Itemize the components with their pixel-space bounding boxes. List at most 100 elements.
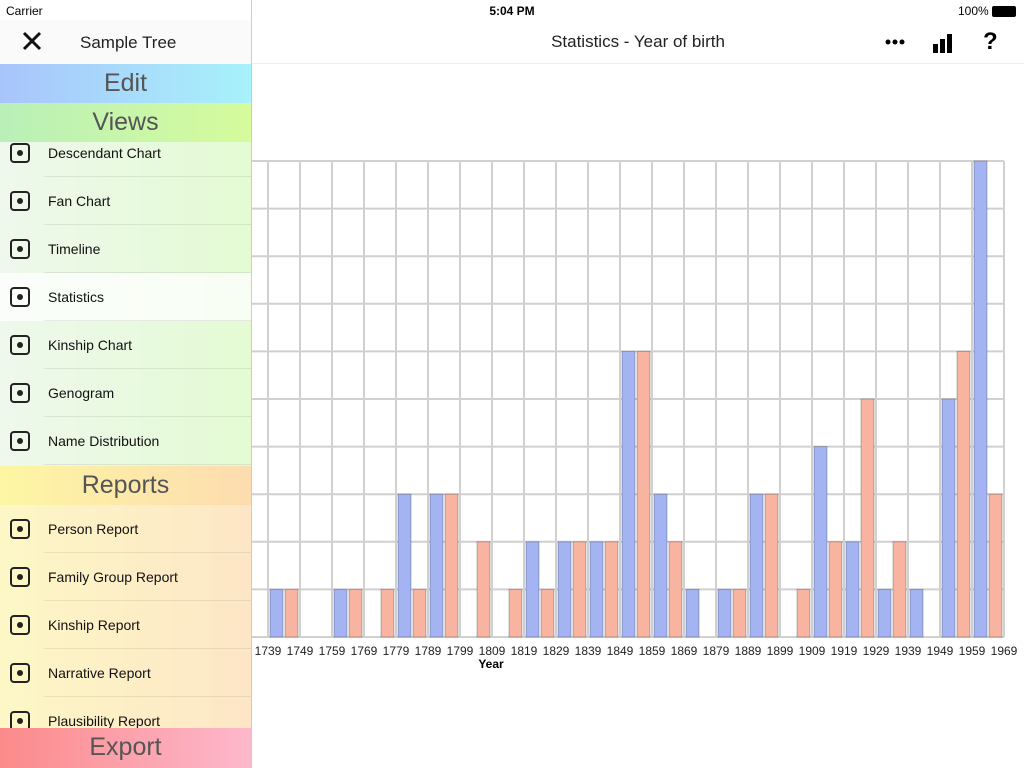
bar <box>860 398 875 638</box>
bar <box>540 588 555 638</box>
x-tick-label: 1799 <box>447 644 474 658</box>
menu-icon <box>10 239 30 259</box>
bar <box>429 493 444 638</box>
bar <box>284 588 299 638</box>
bar <box>621 350 636 638</box>
bar <box>604 541 619 638</box>
x-tick-label: 1889 <box>735 644 762 658</box>
more-button[interactable] <box>884 32 908 52</box>
bar <box>397 493 412 638</box>
menu-item[interactable]: Person Report <box>0 505 251 553</box>
bar <box>717 588 732 638</box>
x-tick-label: 1739 <box>255 644 282 658</box>
bar <box>909 588 924 638</box>
x-tick-label: 1959 <box>959 644 986 658</box>
x-tick-label: 1769 <box>351 644 378 658</box>
views-section[interactable]: Views <box>0 103 251 142</box>
menu-item[interactable]: Statistics <box>0 273 251 321</box>
x-tick-label: 1829 <box>543 644 570 658</box>
x-tick-label: 1789 <box>415 644 442 658</box>
separator <box>44 552 251 553</box>
x-tick-label: 1759 <box>319 644 346 658</box>
nav-title: Statistics - Year of birth <box>551 32 725 51</box>
x-tick-label: 1969 <box>991 644 1018 658</box>
menu-label: Kinship Report <box>48 617 140 633</box>
bar <box>828 541 843 638</box>
x-tick-label: 1839 <box>575 644 602 658</box>
separator <box>44 272 251 273</box>
x-tick-label: 1849 <box>607 644 634 658</box>
menu-item[interactable]: Descendant Chart <box>0 129 251 177</box>
menu-item[interactable]: Genogram <box>0 369 251 417</box>
bar <box>796 588 811 638</box>
menu-label: Genogram <box>48 385 115 401</box>
menu-label: Timeline <box>48 241 101 257</box>
x-axis-label: Year <box>478 657 504 671</box>
x-tick-label: 1819 <box>511 644 538 658</box>
bar <box>749 493 764 638</box>
menu-item[interactable]: Family Group Report <box>0 553 251 601</box>
bar <box>941 398 956 638</box>
edit-section[interactable]: Edit <box>0 64 251 103</box>
menu-label: Family Group Report <box>48 569 178 585</box>
chart-button[interactable] <box>932 32 956 54</box>
menu-icon <box>10 431 30 451</box>
x-tick-label: 1919 <box>831 644 858 658</box>
menu-item[interactable]: Kinship Chart <box>0 321 251 369</box>
x-tick-label: 1879 <box>703 644 730 658</box>
menu-label: Narrative Report <box>48 665 151 681</box>
menu-item[interactable]: Kinship Report <box>0 601 251 649</box>
menu-label: Statistics <box>48 289 105 305</box>
bar <box>668 541 683 638</box>
x-tick-label: 1929 <box>863 644 890 658</box>
x-tick-label: 1859 <box>639 644 666 658</box>
sidebar: Sample Tree Edit Views Reports Export De… <box>0 0 252 768</box>
x-tick-label: 1779 <box>383 644 410 658</box>
bar <box>764 493 779 638</box>
separator <box>44 600 251 601</box>
menu-item[interactable]: Timeline <box>0 225 251 273</box>
x-tick-label: 1949 <box>927 644 954 658</box>
bar <box>813 446 828 638</box>
reports-section[interactable]: Reports <box>0 466 251 505</box>
menu-item[interactable]: Narrative Report <box>0 649 251 697</box>
menu-icon <box>10 567 30 587</box>
clock: 5:04 PM <box>489 4 535 18</box>
export-section[interactable]: Export <box>0 728 251 768</box>
x-tick-label: 1809 <box>479 644 506 658</box>
x-tick-label: 1899 <box>767 644 794 658</box>
bar <box>988 493 1003 638</box>
menu-icon <box>10 335 30 355</box>
close-button[interactable] <box>22 31 42 51</box>
bar <box>269 588 284 638</box>
separator <box>44 696 251 697</box>
help-button[interactable]: ? <box>983 28 998 55</box>
menu-icon <box>10 143 30 163</box>
menu-icon <box>10 519 30 539</box>
bar <box>732 588 747 638</box>
bar <box>877 588 892 638</box>
x-tick-label: 1869 <box>671 644 698 658</box>
bar <box>685 588 700 638</box>
menu-label: Person Report <box>48 521 139 537</box>
reports-bg <box>0 505 251 728</box>
menu-icon <box>10 191 30 211</box>
menu-label: Name Distribution <box>48 433 160 449</box>
bar <box>636 350 651 638</box>
menu-item[interactable]: Name Distribution <box>0 417 251 465</box>
sidebar-header: Sample Tree <box>0 20 251 64</box>
menu-label: Kinship Chart <box>48 337 133 353</box>
x-tick-label: 1749 <box>287 644 314 658</box>
bar <box>653 493 668 638</box>
bar <box>348 588 363 638</box>
tree-name: Sample Tree <box>80 33 177 52</box>
menu-item[interactable]: Fan Chart <box>0 177 251 225</box>
bar <box>412 588 427 638</box>
separator <box>44 368 251 369</box>
separator <box>44 464 251 465</box>
menu-icon <box>10 383 30 403</box>
bar <box>557 541 572 638</box>
separator <box>44 176 251 177</box>
bar <box>589 541 604 638</box>
